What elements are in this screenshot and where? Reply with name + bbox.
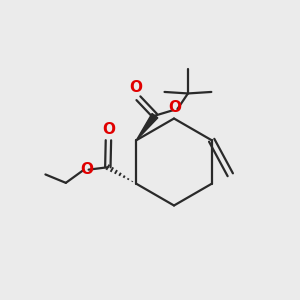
Polygon shape [136, 113, 158, 140]
Text: O: O [102, 122, 115, 136]
Text: O: O [129, 80, 142, 95]
Text: O: O [81, 161, 94, 176]
Text: O: O [168, 100, 181, 116]
